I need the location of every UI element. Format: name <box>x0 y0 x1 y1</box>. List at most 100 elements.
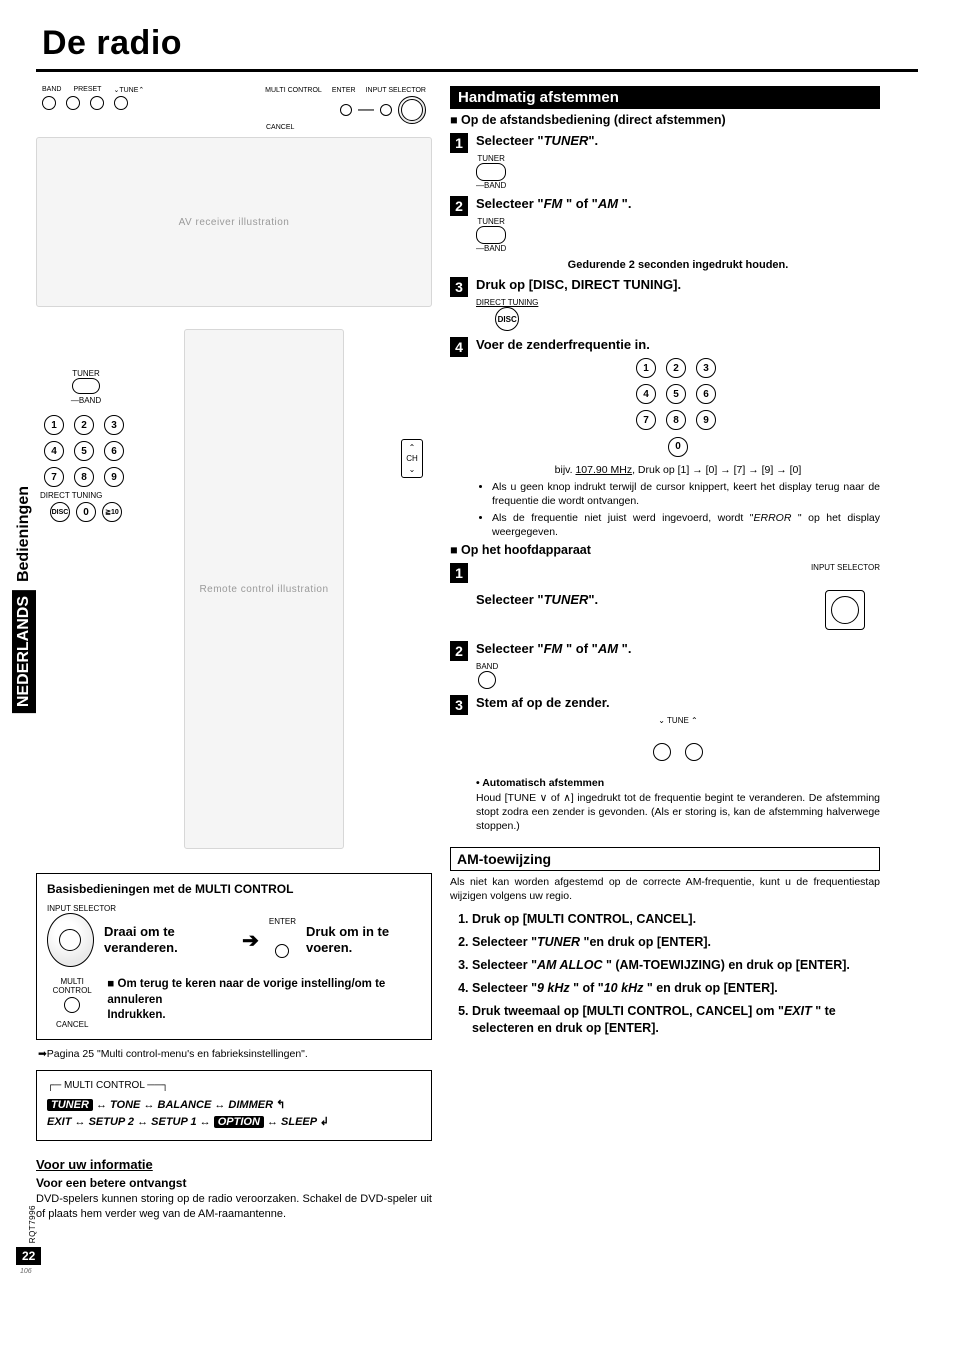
freq-example: bijv. 107.90 MHz, Druk op [1] → [0] → [7… <box>476 463 880 477</box>
step-number: 2 <box>450 196 468 216</box>
key-1: 1 <box>44 415 64 435</box>
am-step: Selecteer "AM ALLOC " (AM-TOEWIJZING) en… <box>472 957 880 974</box>
left-column: BAND PRESET ⌄TUNE⌃ MULTI CONTROL ENTER I… <box>36 86 432 1221</box>
step-a1: 1 Selecteer "TUNER". TUNER —BAND <box>450 133 880 190</box>
dot <box>380 104 392 116</box>
step-lead: Selecteer "TUNER". <box>476 592 799 607</box>
dial-icon <box>825 590 865 630</box>
lbl-input-selector: INPUT SELECTOR <box>811 563 880 572</box>
flow-option: OPTION <box>214 1116 264 1128</box>
key-3: 3 <box>696 358 716 378</box>
key-7: 7 <box>636 410 656 430</box>
key-0: 0 <box>76 502 96 522</box>
lbl-multi-control-2: MULTI CONTROL <box>47 977 97 995</box>
key-8: 8 <box>74 467 94 487</box>
lbl-band: BAND <box>42 86 61 94</box>
multi-control-flow: ┌─ MULTI CONTROL ──┐ TUNER ↔ TONE ↔ BALA… <box>36 1070 432 1141</box>
lbl-enter-2: ENTER <box>269 917 296 926</box>
key-ge10: ≧10 <box>102 502 122 522</box>
key-8: 8 <box>666 410 686 430</box>
disc-button-icon: DIRECT TUNING DISC <box>476 298 538 331</box>
info-heading: Voor uw informatie <box>36 1157 432 1172</box>
flow-head: ┌─ MULTI CONTROL ──┐ <box>47 1080 169 1091</box>
pill-icon <box>476 163 506 181</box>
tuner-button-icon: TUNER —BAND <box>476 217 506 253</box>
tuner-button-icon: TUNER —BAND <box>476 154 506 190</box>
key-2: 2 <box>666 358 686 378</box>
arrow-right-icon: ➔ <box>242 928 259 953</box>
page-title: De radio <box>36 24 918 63</box>
mc-back-line: Om terug te keren naar de vorige instell… <box>107 977 421 1008</box>
keypad-bottom-row: DISC 0 ≧10 <box>36 502 136 522</box>
lbl-band: —BAND <box>476 181 506 190</box>
lbl-input-selector-2: INPUT SELECTOR <box>47 904 421 913</box>
auto-tune-block: • Automatisch afstemmen Houd [TUNE ∨ of … <box>476 776 880 833</box>
receiver-dots: — <box>36 94 432 124</box>
page-number: 22 <box>16 1247 41 1265</box>
dot <box>42 96 56 110</box>
mc-back-line2: Indrukken. <box>107 1008 421 1024</box>
note-item: Als u geen knop indrukt terwijl de curso… <box>492 480 880 508</box>
page-ref: ➡Pagina 25 "Multi control-menu's en fabr… <box>38 1048 432 1060</box>
lbl-band: BAND <box>476 662 498 671</box>
left-keypad-cluster: TUNER —BAND 1 2 3 4 5 6 7 8 9 DIRECT TUN… <box>36 329 136 522</box>
lbl-cancel-2: CANCEL <box>47 1020 97 1029</box>
key-5: 5 <box>666 384 686 404</box>
tune-up-icon <box>685 743 703 761</box>
section-remote: Op de afstandsbediening (direct afstemme… <box>450 113 880 127</box>
dot <box>66 96 80 110</box>
lbl-enter: ENTER <box>332 87 356 94</box>
am-step: Selecteer "9 kHz " of "10 kHz " en druk … <box>472 980 880 997</box>
flow-setup1: SETUP 1 <box>151 1116 196 1128</box>
step-a3: 3 Druk op [DISC, DIRECT TUNING]. DIRECT … <box>450 277 880 331</box>
input-selector-dial-icon <box>398 96 426 124</box>
tuner-mini-icon: TUNER —BAND <box>36 369 136 405</box>
dot <box>114 96 128 110</box>
flow-balance: BALANCE <box>158 1099 212 1111</box>
step-lead: Voer de zenderfrequentie in. <box>476 337 880 352</box>
step-number: 3 <box>450 695 468 715</box>
am-step: Druk op [MULTI CONTROL, CANCEL]. <box>472 911 880 928</box>
step-lead: Druk op [DISC, DIRECT TUNING]. <box>476 277 880 292</box>
lbl-band: —BAND <box>476 244 506 253</box>
step-number: 1 <box>450 133 468 153</box>
key-4: 4 <box>44 441 64 461</box>
mc-row-2: MULTI CONTROL CANCEL Om terug te keren n… <box>47 977 421 1029</box>
lbl-tuner: TUNER <box>477 217 505 226</box>
lbl-multi-control: MULTI CONTROL <box>265 87 322 94</box>
remote-area: TUNER —BAND 1 2 3 4 5 6 7 8 9 DIRECT TUN… <box>36 329 432 849</box>
auto-tune-text: Houd [TUNE ∨ of ∧] ingedrukt tot de freq… <box>476 791 880 834</box>
mc-dot-icon <box>64 997 80 1013</box>
multi-control-panel: Basisbedieningen met de MULTI CONTROL IN… <box>36 873 432 1040</box>
am-step: Selecteer "TUNER "en druk op [ENTER]. <box>472 934 880 951</box>
pill-icon <box>72 378 100 394</box>
sidebar-language: NEDERLANDS <box>12 590 36 713</box>
key-2: 2 <box>74 415 94 435</box>
am-allocation-heading: AM-toewijzing <box>450 847 880 871</box>
dot <box>90 96 104 110</box>
mc-turn-text: Draai om te veranderen. <box>104 924 232 955</box>
enter-icon: ENTER <box>269 917 296 963</box>
am-steps: Druk op [MULTI CONTROL, CANCEL]. Selecte… <box>450 911 880 1036</box>
enter-dot-icon <box>275 944 289 958</box>
mc-cancel-icon: MULTI CONTROL CANCEL <box>47 977 97 1029</box>
tune-down-icon <box>653 743 671 761</box>
step-number: 3 <box>450 277 468 297</box>
step-notes: Als u geen knop indrukt terwijl de curso… <box>476 480 880 540</box>
keypad-1-9: 1 2 3 4 5 6 7 8 9 <box>36 415 136 487</box>
step-lead: Selecteer "TUNER". <box>476 133 880 148</box>
step-b3: 3 Stem af op de zender. ⌄ TUNE ⌃ • Autom… <box>450 695 880 833</box>
am-intro: Als niet kan worden afgestemd op de corr… <box>450 875 880 903</box>
auto-tune-heading: • Automatisch afstemmen <box>476 776 880 790</box>
dot <box>340 104 352 116</box>
key-3: 3 <box>104 415 124 435</box>
tiny-foot: 106 <box>20 1268 32 1275</box>
step-number: 1 <box>450 563 468 583</box>
input-selector-dial-icon <box>47 913 94 967</box>
flow-sleep: SLEEP <box>281 1116 317 1128</box>
lbl-ch: CH <box>406 454 418 463</box>
manual-tuning-bar: Handmatig afstemmen <box>450 86 880 109</box>
info-paragraph: DVD-spelers kunnen storing op de radio v… <box>36 1192 432 1222</box>
title-rule <box>36 69 918 72</box>
step-b1: 1 Selecteer "TUNER". INPUT SELECTOR <box>450 563 880 635</box>
